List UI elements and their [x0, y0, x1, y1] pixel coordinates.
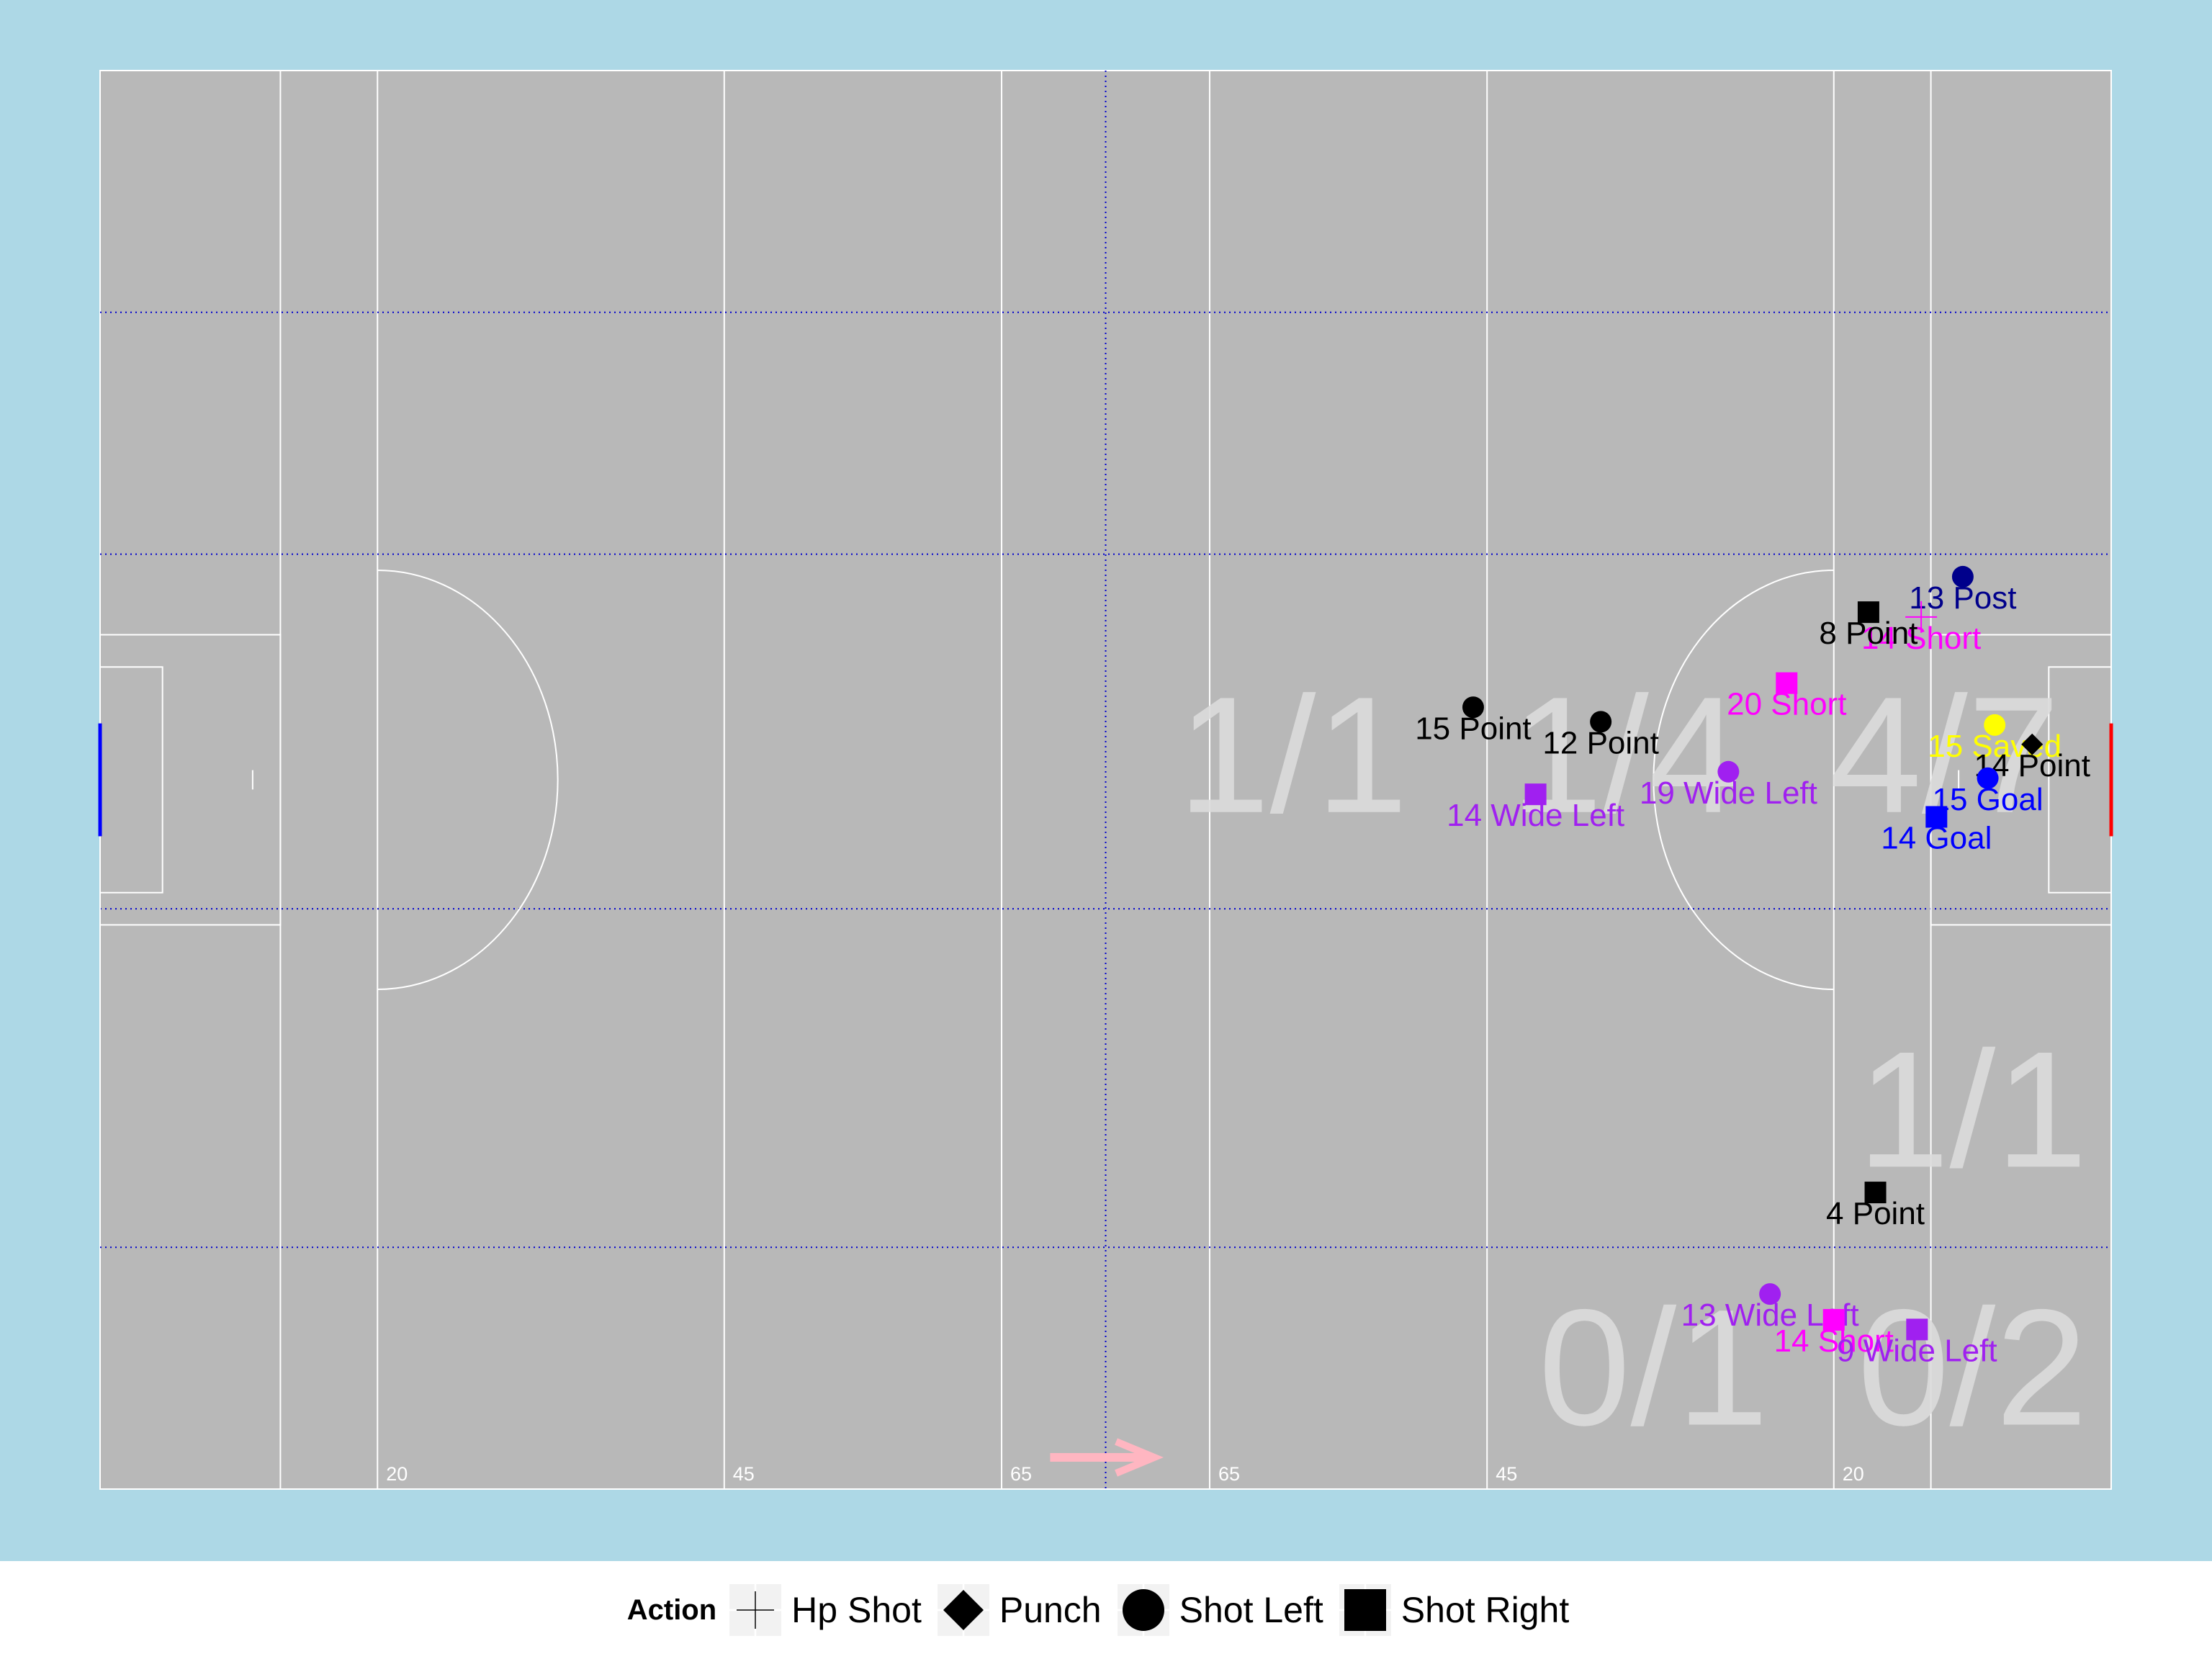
legend-label: Shot Right — [1401, 1590, 1570, 1630]
point-label: 8 Point — [1819, 616, 1917, 651]
arc-left — [377, 569, 558, 991]
circle-icon — [1117, 1584, 1169, 1636]
shot-left-point — [1977, 767, 1999, 789]
point-label: 14 Wide Left — [1447, 798, 1624, 833]
pitch-markings: 20 45 65 65 45 20 — [98, 70, 2113, 1490]
diamond-icon — [937, 1584, 989, 1636]
point-label: 15 Goal — [1933, 782, 2044, 817]
point-label: 12 Point — [1542, 725, 1658, 760]
punch-point — [2021, 733, 2044, 755]
zone-stat: 1/4 — [1511, 662, 1741, 848]
zone-stats: 1/1 1/4 4/71/10/1 0/2 — [1178, 662, 2088, 1460]
plus-icon — [729, 1584, 782, 1636]
shot-right-point — [1906, 1318, 1928, 1341]
shot-right-point — [1857, 601, 1879, 624]
shot-right-point — [1864, 1182, 1887, 1204]
shot-left-point — [1984, 714, 2006, 736]
legend-item-shot-right: Shot Right — [1339, 1584, 1569, 1636]
shot-left-point — [1717, 760, 1740, 783]
legend-label: Shot Left — [1179, 1590, 1323, 1630]
legend-item-punch: Punch — [937, 1584, 1102, 1636]
point-label: 13 Post — [1909, 580, 2016, 616]
legend-item-hp-shot: Hp Shot — [729, 1584, 922, 1636]
legend-label: Punch — [999, 1590, 1102, 1630]
direction-arrow-head — [1115, 1438, 1164, 1477]
point-label: 20 Short — [1727, 687, 1846, 722]
legend-item-shot-left: Shot Left — [1117, 1584, 1323, 1636]
shot-left-point — [1462, 696, 1484, 719]
point-label: 14 Short — [1774, 1323, 1894, 1359]
point-label: 19 Wide Left — [1640, 775, 1817, 811]
point-label: 15 Point — [1415, 711, 1531, 746]
shot-right-point — [1822, 1308, 1845, 1331]
zone-stat: 1/1 — [1858, 1017, 2088, 1202]
point-label: 14 Short — [1861, 621, 1981, 656]
legend: Action Hp Shot Punch Shot Left Shot Righ… — [0, 1561, 2212, 1659]
distance-label: 20 — [386, 1463, 408, 1485]
pitch-chart: 20 45 65 65 45 20 1/1 1/4 4/71/10/1 0/2 13 Post1… — [98, 70, 2113, 1490]
legend-label: Hp Shot — [791, 1590, 922, 1630]
shot-right-point — [1524, 783, 1547, 806]
point-label: 9 Wide Left — [1837, 1333, 1997, 1368]
distance-label: 20 — [1843, 1463, 1864, 1485]
distance-label: 45 — [1496, 1463, 1517, 1485]
hp-shot-point — [1905, 601, 1938, 633]
zone-stat: 0/2 — [1858, 1274, 2088, 1460]
distance-label: 45 — [733, 1463, 755, 1485]
pitch-area — [99, 70, 2112, 1490]
shot-left-point — [1951, 565, 1974, 588]
shot-right-point — [1925, 806, 1948, 828]
zone-stat: 1/1 — [1178, 662, 1408, 848]
distance-label: 65 — [1010, 1463, 1032, 1485]
shot-right-point — [1776, 672, 1798, 694]
distance-label: 65 — [1218, 1463, 1240, 1485]
point-label: 14 Goal — [1881, 820, 1992, 855]
zone-stat: 0/1 — [1538, 1274, 1768, 1460]
square-icon — [1339, 1584, 1391, 1636]
shot-left-point — [1590, 711, 1612, 733]
shot-left-point — [1759, 1283, 1781, 1305]
point-label: 4 Point — [1826, 1196, 1925, 1231]
arc-right — [1653, 569, 1834, 991]
legend-title: Action — [626, 1593, 717, 1626]
